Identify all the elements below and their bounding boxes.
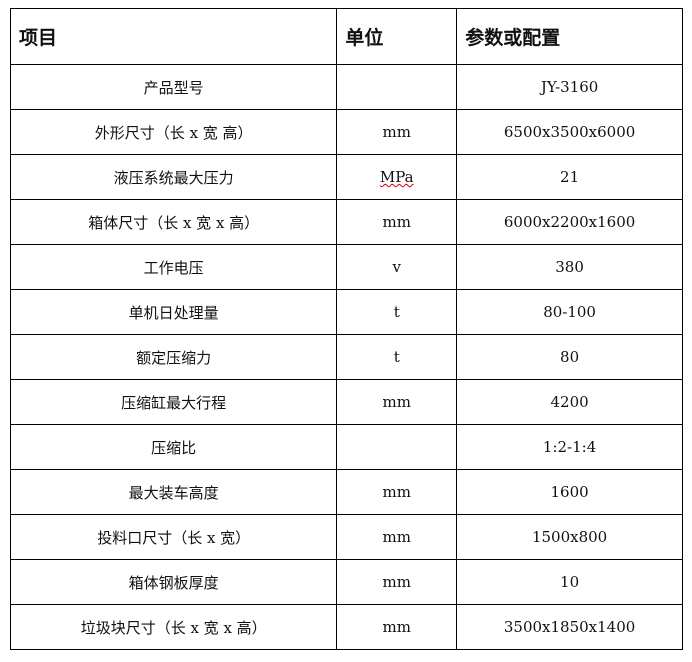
table-row: 箱体尺寸（长 x 宽 x 高） mm 6000x2200x1600 <box>9 199 683 245</box>
value-cell-text: 4200 <box>550 393 589 411</box>
value-cell-text: 21 <box>560 168 580 186</box>
unit-cell: mm <box>336 559 458 605</box>
value-cell: 21 <box>456 154 683 200</box>
value-cell: 80 <box>456 334 683 380</box>
unit-cell-text: mm <box>382 573 411 591</box>
item-cell: 箱体尺寸（长 x 宽 x 高） <box>9 199 338 245</box>
item-cell: 工作电压 <box>9 244 338 290</box>
table-row: 最大装车高度 mm 1600 <box>9 469 683 515</box>
value-cell: 1:2-1:4 <box>456 424 683 470</box>
unit-cell: mm <box>336 514 458 560</box>
table-row: 额定压缩力 t 80 <box>9 334 683 380</box>
value-cell: 80-100 <box>456 289 683 335</box>
item-cell: 产品型号 <box>9 64 338 110</box>
unit-cell: MPa <box>336 154 458 200</box>
unit-cell-text: mm <box>382 393 411 411</box>
value-cell-text: 1600 <box>550 483 589 501</box>
item-cell-text: 箱体尺寸（长 x 宽 x 高） <box>88 213 260 232</box>
item-cell: 液压系统最大压力 <box>9 154 338 200</box>
value-cell-text: 1:2-1:4 <box>542 438 597 456</box>
unit-cell: v <box>336 244 458 290</box>
unit-cell: t <box>336 289 458 335</box>
unit-cell: mm <box>336 604 458 650</box>
value-cell: 6500x3500x6000 <box>456 109 683 155</box>
item-cell-text: 投料口尺寸（长 x 宽） <box>97 528 251 547</box>
table-row: 液压系统最大压力 MPa 21 <box>9 154 683 200</box>
item-cell: 单机日处理量 <box>9 289 338 335</box>
unit-cell-text: MPa <box>379 168 414 186</box>
item-cell: 额定压缩力 <box>9 334 338 380</box>
item-cell-text: 单机日处理量 <box>128 303 219 322</box>
value-cell: 4200 <box>456 379 683 425</box>
value-cell-text: 6500x3500x6000 <box>503 123 636 141</box>
table-row: 垃圾块尺寸（长 x 宽 x 高） mm 3500x1850x1400 <box>9 604 683 650</box>
unit-cell <box>336 424 458 470</box>
item-cell: 投料口尺寸（长 x 宽） <box>9 514 338 560</box>
table-row: 单机日处理量 t 80-100 <box>9 289 683 335</box>
item-cell: 压缩缸最大行程 <box>9 379 338 425</box>
unit-cell: mm <box>336 469 458 515</box>
value-cell: 3500x1850x1400 <box>456 604 683 650</box>
unit-cell <box>336 64 458 110</box>
table-row: 外形尺寸（长 x 宽 高） mm 6500x3500x6000 <box>9 109 683 155</box>
unit-cell-text: mm <box>382 123 411 141</box>
unit-cell-text: t <box>393 348 400 366</box>
header-value: 参数或配置 <box>456 8 683 65</box>
table-row: 箱体钢板厚度 mm 10 <box>9 559 683 605</box>
unit-cell: mm <box>336 109 458 155</box>
unit-cell: t <box>336 334 458 380</box>
item-cell: 箱体钢板厚度 <box>9 559 338 605</box>
item-cell: 垃圾块尺寸（长 x 宽 x 高） <box>9 604 338 650</box>
header-unit: 单位 <box>336 8 458 65</box>
value-cell-text: 6000x2200x1600 <box>503 213 636 231</box>
value-cell: 10 <box>456 559 683 605</box>
value-cell-text: 1500x800 <box>531 528 608 546</box>
header-row: 项目 单位 参数或配置 <box>9 8 683 65</box>
unit-cell: mm <box>336 379 458 425</box>
item-cell-text: 压缩比 <box>151 438 197 457</box>
unit-cell-text: mm <box>382 618 411 636</box>
table-row: 产品型号 JY-3160 <box>9 64 683 110</box>
value-cell-text: 10 <box>560 573 580 591</box>
unit-cell-text: t <box>393 303 400 321</box>
value-cell: JY-3160 <box>456 64 683 110</box>
item-cell-text: 压缩缸最大行程 <box>121 393 227 412</box>
unit-cell: mm <box>336 199 458 245</box>
unit-cell-text: v <box>392 258 402 276</box>
table-row: 压缩比 1:2-1:4 <box>9 424 683 470</box>
item-cell-text: 产品型号 <box>143 78 204 97</box>
item-cell-text: 外形尺寸（长 x 宽 高） <box>94 123 253 142</box>
unit-cell-text: mm <box>382 528 411 546</box>
value-cell-text: JY-3160 <box>540 78 599 96</box>
value-cell-text: 3500x1850x1400 <box>503 618 636 636</box>
item-cell-text: 液压系统最大压力 <box>113 168 234 187</box>
value-cell: 1600 <box>456 469 683 515</box>
table-row: 压缩缸最大行程 mm 4200 <box>9 379 683 425</box>
unit-cell-text: mm <box>382 483 411 501</box>
item-cell-text: 垃圾块尺寸（长 x 宽 x 高） <box>80 618 267 637</box>
spec-table: 项目 单位 参数或配置 产品型号 JY-3160 外形尺寸（长 x 宽 高） mm 65… <box>9 8 683 650</box>
item-cell: 压缩比 <box>9 424 338 470</box>
value-cell-text: 80 <box>560 348 580 366</box>
item-cell-text: 最大装车高度 <box>128 483 219 502</box>
item-cell: 最大装车高度 <box>9 469 338 515</box>
item-cell: 外形尺寸（长 x 宽 高） <box>9 109 338 155</box>
item-cell-text: 工作电压 <box>143 258 204 277</box>
value-cell: 1500x800 <box>456 514 683 560</box>
item-cell-text: 额定压缩力 <box>136 348 212 367</box>
header-item: 项目 <box>9 8 338 65</box>
value-cell: 380 <box>456 244 683 290</box>
item-cell-text: 箱体钢板厚度 <box>128 573 219 592</box>
table-row: 投料口尺寸（长 x 宽） mm 1500x800 <box>9 514 683 560</box>
unit-cell-text: mm <box>382 213 411 231</box>
value-cell-text: 380 <box>555 258 584 276</box>
value-cell-text: 80-100 <box>543 303 596 321</box>
table-row: 工作电压 v 380 <box>9 244 683 290</box>
value-cell: 6000x2200x1600 <box>456 199 683 245</box>
